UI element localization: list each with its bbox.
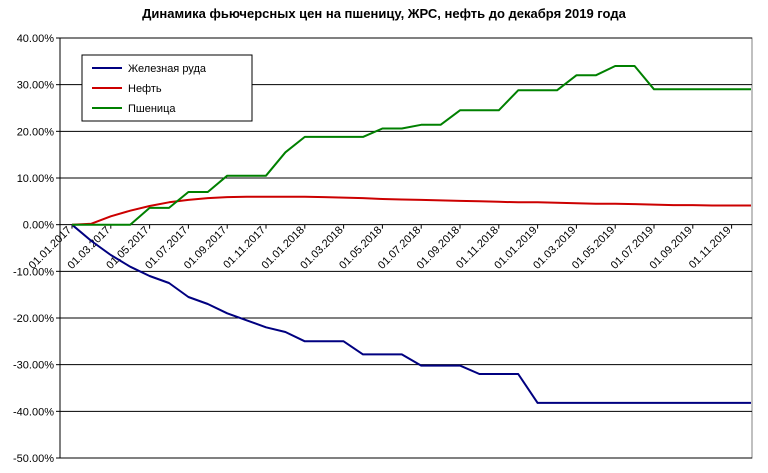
series-line-3 (72, 65, 751, 226)
legend-label: Пшеница (128, 103, 176, 115)
series-layer (71, 65, 751, 404)
series-line-2 (71, 195, 751, 226)
y-tick-label: -40.00% (13, 406, 54, 418)
y-tick-label: -30.00% (13, 360, 54, 372)
y-tick-label: -50.00% (13, 453, 54, 465)
y-tick-label: 0.00% (23, 220, 54, 232)
y-tick-label: -10.00% (13, 266, 54, 278)
grid-layer (59, 37, 753, 459)
y-tick-label: 10.00% (17, 173, 55, 185)
legend: Железная руда Нефть Пшеница (81, 54, 253, 122)
y-tick-label: -20.00% (13, 313, 54, 325)
x-tick-label: 01.11.2019 (687, 224, 734, 271)
y-tick-label: 20.00% (17, 126, 55, 138)
y-tick-label: 40.00% (17, 33, 55, 45)
legend-label: Нефть (128, 83, 162, 95)
series-line-1 (71, 223, 751, 404)
y-tick-label: 30.00% (17, 80, 55, 92)
legend-label: Железная руда (128, 63, 207, 75)
chart-title: Динамика фьючерсных цен на пшеницу, ЖРС,… (142, 6, 626, 21)
